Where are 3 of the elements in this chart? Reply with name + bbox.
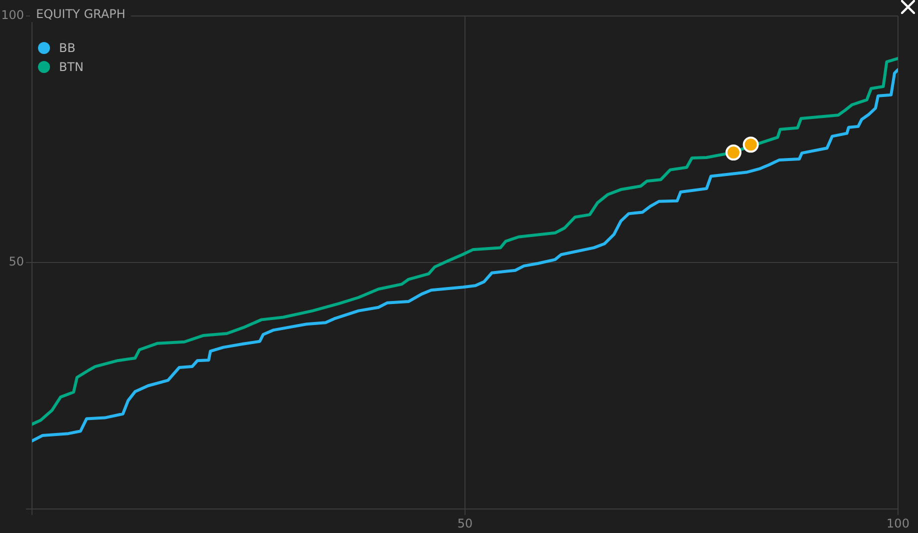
chart-title: EQUITY GRAPH [30,6,132,22]
legend-label: BB [59,40,76,54]
legend-label: BTN [59,60,84,74]
